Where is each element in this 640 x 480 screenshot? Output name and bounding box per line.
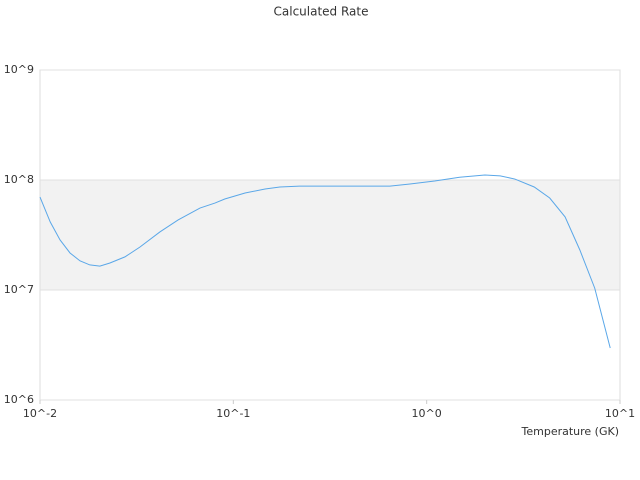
y-tick-label: 10^9 (4, 63, 34, 76)
x-axis-label: Temperature (GK) (521, 425, 620, 438)
grid-band (40, 180, 620, 290)
y-tick-label: 10^7 (4, 283, 34, 296)
chart-title: Calculated Rate (274, 5, 369, 19)
x-tick-label: 10^0 (412, 407, 442, 420)
y-tick-label: 10^6 (4, 393, 34, 406)
x-tick-label: 10^-2 (23, 407, 57, 420)
y-tick-label: 10^8 (4, 173, 34, 186)
x-tick-label: 10^-1 (216, 407, 250, 420)
line-series (39, 174, 611, 349)
x-tick-label: 10^1 (605, 407, 635, 420)
